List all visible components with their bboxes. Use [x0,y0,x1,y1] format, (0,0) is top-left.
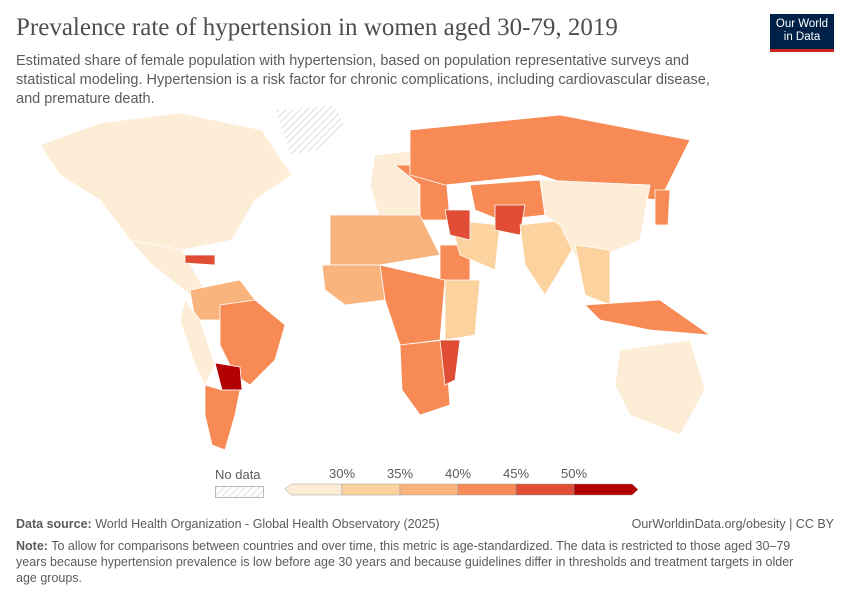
region-brazil[interactable] [219,299,286,386]
data-source: Data source: World Health Organization -… [16,517,440,531]
chart-title: Prevalence rate of hypertension in women… [16,14,618,41]
legend-no-data-swatch [215,486,264,498]
legend-tick-label: 50% [561,466,587,481]
region-paraguay[interactable] [214,362,243,391]
region-mexico-and-central-america[interactable] [128,239,206,296]
region-greenland[interactable] [274,105,346,156]
legend-bin [515,483,575,496]
region-north-america[interactable] [39,112,293,251]
region-north-africa[interactable] [329,214,441,266]
legend-bin [399,483,459,496]
region-caribbean[interactable] [184,254,216,266]
region-southeast-asia[interactable] [574,244,611,306]
region-mozambique[interactable] [439,339,461,386]
region-indonesia[interactable] [584,299,712,336]
region-west-africa[interactable] [321,264,386,306]
source-label: Data source: [16,517,92,531]
region-east-africa[interactable] [444,279,481,341]
chart-subtitle: Estimated share of female population wit… [16,53,710,107]
region-southern-africa[interactable] [399,339,451,416]
footnote: Note: To allow for comparisons between c… [16,538,816,586]
world-map[interactable] [0,105,730,460]
region-iraq[interactable] [444,209,471,241]
region-central-africa[interactable] [379,264,446,346]
legend-bin [341,483,401,496]
legend-tick-label: 35% [387,466,413,481]
owid-logo[interactable]: Our World in Data [770,14,834,52]
region-afghanistan[interactable] [494,204,526,236]
legend-bin [573,483,639,496]
legend-tick-label: 40% [445,466,471,481]
legend-bin [284,483,343,496]
region-argentina[interactable] [204,384,241,451]
legend-tick-label: 30% [329,466,355,481]
note-text: To allow for comparisons between countri… [16,539,794,585]
region-japan[interactable] [654,189,671,226]
legend-tick-label: 45% [503,466,529,481]
footer-link[interactable]: OurWorldinData.org/obesity | CC BY [631,517,834,531]
legend-no-data-label: No data [215,467,261,482]
note-label: Note: [16,539,48,553]
source-text[interactable]: World Health Organization - Global Healt… [95,517,440,531]
legend-bin [457,483,517,496]
region-australia[interactable] [614,339,706,436]
color-legend: 30% 35% 40% 45% 50% [284,466,639,496]
